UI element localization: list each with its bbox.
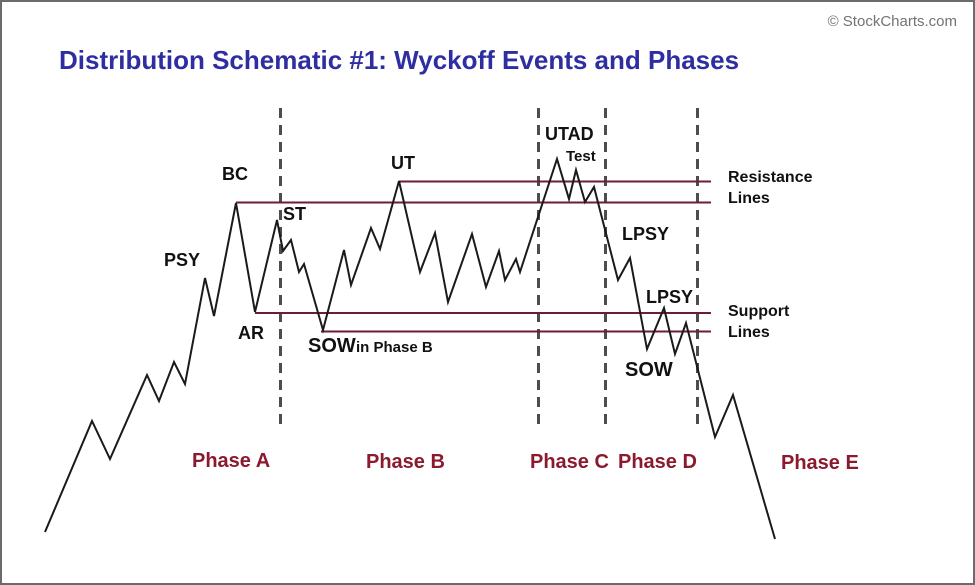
label-phase-b: Phase B (366, 451, 445, 473)
label-phase-a: Phase A (192, 450, 271, 472)
label-lpsy-1: LPSY (622, 224, 670, 244)
price-path (44, 155, 776, 540)
label-phase-d: Phase D (618, 451, 697, 473)
label-sow-phase-b: SOW (308, 335, 356, 357)
label-ut: UT (391, 153, 415, 173)
label-resistance-lines: Resistance Lines (728, 169, 813, 208)
label-sow-phase-b-suffix: in Phase B (356, 339, 433, 356)
stockcharts-watermark: © StockCharts.com (827, 13, 957, 30)
label-lpsy-2: LPSY (646, 287, 694, 307)
label-sow-phase-d: SOW (625, 359, 673, 381)
label-utad: UTAD (545, 124, 594, 144)
label-utad-test: Test (566, 148, 596, 165)
label-ar: AR (238, 323, 264, 343)
label-phase-e: Phase E (781, 452, 859, 474)
page-title: Distribution Schematic #1: Wyckoff Event… (59, 45, 740, 75)
label-bc: BC (222, 164, 248, 184)
label-st: ST (283, 204, 307, 224)
label-psy: PSY (164, 250, 201, 270)
label-support-lines: Support Lines (728, 303, 790, 342)
label-phase-c: Phase C (530, 451, 609, 473)
